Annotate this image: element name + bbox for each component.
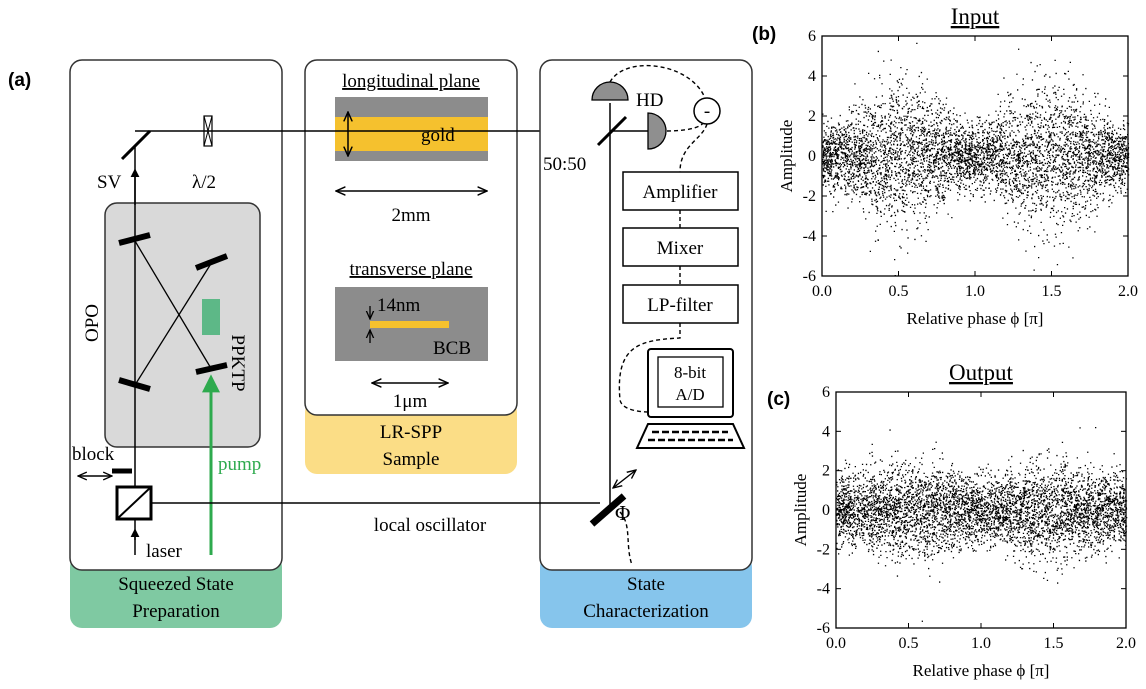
output-x-tick-label: 1.0 xyxy=(971,635,991,652)
squeezed-footer xyxy=(70,555,282,628)
output-chart-title: Output xyxy=(949,360,1014,385)
input-x-axis-label: Relative phase ϕ [π] xyxy=(907,309,1044,328)
lrspp-footer-line1: LR-SPP xyxy=(380,422,442,443)
block-label: block xyxy=(72,444,115,465)
width-label: 1μm xyxy=(393,391,428,412)
state-footer xyxy=(540,555,752,628)
input-x-tick-label: 2.0 xyxy=(1118,283,1138,300)
input-y-tick-label: -4 xyxy=(803,228,816,245)
pump-label: pump xyxy=(218,454,261,475)
squeezed-footer-line1: Squeezed State xyxy=(118,574,234,595)
phase-mirror xyxy=(589,493,627,527)
input-y-tick-label: -6 xyxy=(803,268,816,285)
output-y-tick-label: -2 xyxy=(817,541,830,558)
input-scatter-cloud xyxy=(822,42,1130,277)
input-scatter-points xyxy=(822,42,1130,277)
input-x-tick-label: 0.0 xyxy=(812,283,832,300)
opo-beam-2 xyxy=(134,261,213,386)
subtractor-wire xyxy=(679,123,708,173)
transverse-title: transverse plane xyxy=(350,259,473,280)
adc-keyboard xyxy=(635,423,746,449)
output-x-tick-label: 0.0 xyxy=(826,635,846,652)
panel-label-b: (b) xyxy=(752,24,776,45)
laser-label: laser xyxy=(146,541,183,562)
length-label: 2mm xyxy=(391,205,430,226)
input-x-tick-label: 1.5 xyxy=(1042,283,1062,300)
hd-label: HD xyxy=(636,90,663,111)
adc-line1: 8-bit xyxy=(674,363,706,382)
opo-mirror-br xyxy=(195,362,228,375)
detector-right-wire xyxy=(666,122,704,132)
output-x-tick-label: 0.5 xyxy=(899,635,919,652)
local-oscillator-label: local oscillator xyxy=(374,515,487,536)
phase-mirror-arrow xyxy=(613,470,636,488)
input-y-tick-label: 2 xyxy=(808,108,816,125)
input-y-axis-label: Amplitude xyxy=(777,120,796,193)
detector-right xyxy=(647,112,667,150)
output-x-axis-label: Relative phase ϕ [π] xyxy=(913,661,1050,680)
beam-splitter-diagonal xyxy=(116,486,152,520)
input-y-tick-label: 6 xyxy=(808,28,816,45)
opo-beam-1 xyxy=(134,240,213,371)
output-y-tick-label: 2 xyxy=(822,463,830,480)
opo-mirror-tr xyxy=(194,253,229,271)
panel-label-a: (a) xyxy=(8,70,31,91)
squeezed-footer-line2: Preparation xyxy=(132,601,220,622)
mixer-box xyxy=(622,227,739,267)
output-y-tick-label: -6 xyxy=(817,620,830,637)
ppktp-crystal xyxy=(202,299,220,335)
sv-label: SV xyxy=(97,172,122,193)
state-panel: State Characterization 50:50 HD - Amplif… xyxy=(539,59,753,628)
squeezed-state-panel: Squeezed State Preparation OPO PPKTP SV … xyxy=(69,59,283,628)
transverse-gold-strip xyxy=(370,321,449,328)
output-x-tick-label: 2.0 xyxy=(1116,635,1136,652)
lrspp-footer xyxy=(305,400,517,474)
output-y-tick-label: 0 xyxy=(822,502,830,519)
mixer-label: Mixer xyxy=(657,238,704,259)
output-scatter-cloud xyxy=(836,427,1128,622)
detector-top-wire xyxy=(609,64,706,99)
state-footer-line1: State xyxy=(627,574,665,595)
state-footer-line2: Characterization xyxy=(583,601,709,622)
phase-label: Φ xyxy=(615,501,630,525)
output-y-axis-label: Amplitude xyxy=(791,474,810,547)
longitudinal-gold-strip xyxy=(335,117,488,151)
gold-label: gold xyxy=(421,125,455,146)
output-chart: Output 0.0 0.5 1.0 1.5 2.0 -6 -4 -2 0 2 4 6 Relative … xyxy=(791,360,1136,680)
amplifier-box xyxy=(622,171,739,211)
lrspp-footer-line2: Sample xyxy=(383,449,440,470)
detector-top xyxy=(591,81,629,101)
lrspp-panel: LR-SPP Sample longitudinal plane gold 2m… xyxy=(304,59,518,474)
bs-label: 50:50 xyxy=(543,154,586,175)
output-y-tick-label: -4 xyxy=(817,581,830,598)
output-y-tick-label: 4 xyxy=(822,423,830,440)
opo-label: OPO xyxy=(82,304,103,342)
output-scatter-points xyxy=(836,427,1128,622)
adc-line2: A/D xyxy=(675,385,704,404)
half-wave-label: λ/2 xyxy=(192,172,216,193)
adc-screen xyxy=(657,356,724,408)
input-y-tick-label: -2 xyxy=(803,188,816,205)
bcb-label: BCB xyxy=(433,338,471,359)
lp-filter-label: LP-filter xyxy=(647,295,713,316)
output-y-tick-label: 6 xyxy=(822,384,830,401)
amplifier-label: Amplifier xyxy=(643,182,719,203)
input-chart: Input 0.0 0.5 1.0 1.5 2.0 -6 -4 -2 0 2 4 6 Relative p… xyxy=(777,4,1138,328)
panel-label-c: (c) xyxy=(767,389,790,410)
output-x-tick-label: 1.5 xyxy=(1044,635,1064,652)
filter-adc-wire xyxy=(618,323,681,413)
phase-control-wire xyxy=(619,511,633,566)
sv-mirror xyxy=(120,129,152,161)
ppktp-label: PPKTP xyxy=(227,334,248,391)
input-x-tick-label: 1.0 xyxy=(965,283,985,300)
input-x-tick-label: 0.5 xyxy=(889,283,909,300)
subtractor-label: - xyxy=(704,101,710,122)
thickness-label: 14nm xyxy=(377,295,421,316)
input-chart-title: Input xyxy=(951,4,1000,29)
longitudinal-title: longitudinal plane xyxy=(342,71,480,92)
input-y-tick-label: 0 xyxy=(808,148,816,165)
input-y-tick-label: 4 xyxy=(808,68,816,85)
